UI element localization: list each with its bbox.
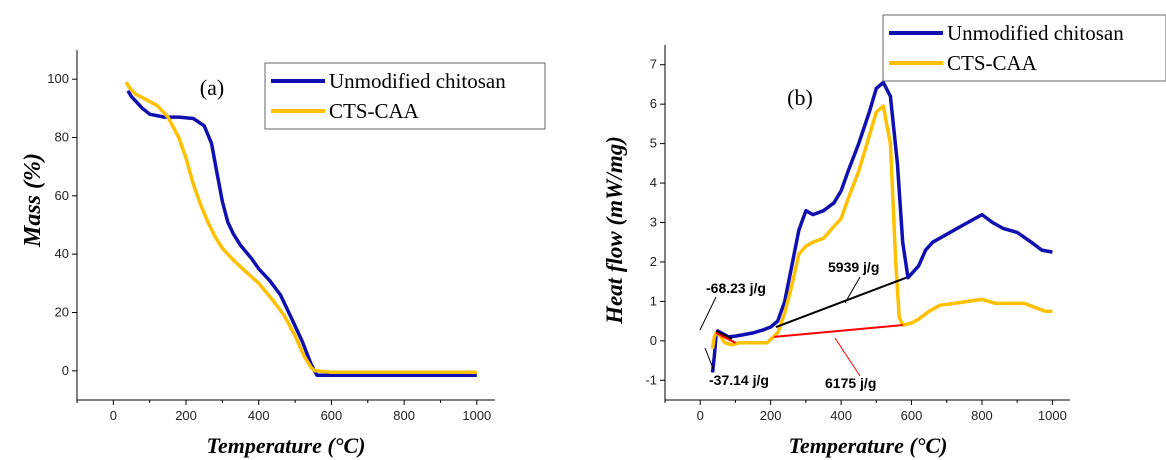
- legend-box: [264, 62, 546, 130]
- legend-label: CTS-CAA: [329, 99, 420, 123]
- y-tick-label: 4: [650, 175, 657, 190]
- y-tick-label: 100: [47, 71, 69, 86]
- y-tick-label: 7: [650, 57, 657, 72]
- x-tick-label: 200: [760, 408, 782, 423]
- x-tick-label: 400: [830, 408, 852, 423]
- annotation-label: 6175 j/g: [825, 375, 876, 391]
- y-axis-title: Mass (%): [20, 153, 46, 248]
- x-axis-title: Temperature (°C): [207, 433, 366, 458]
- x-axis-title: Temperature (°C): [789, 433, 948, 458]
- series-line: [126, 89, 477, 377]
- annotation-pointer: [704, 347, 715, 372]
- panel-label: (b): [787, 85, 813, 110]
- integration-baseline: [715, 332, 736, 344]
- y-tick-label: -1: [645, 372, 657, 387]
- integration-baseline: [774, 324, 903, 338]
- annotation-label: -37.14 j/g: [709, 372, 769, 388]
- x-tick-label: 1000: [462, 408, 491, 423]
- panel-a: 0 200 400 600 800 1000 0 20 40 60 80 100 (a) Unmodifi…: [20, 50, 546, 458]
- annotation-pointer: [834, 337, 861, 377]
- series-line: [124, 81, 477, 375]
- integration-baseline: [775, 276, 907, 328]
- series-line: [710, 104, 1053, 349]
- y-tick-label: 40: [55, 246, 69, 261]
- annotation-label: -68.23 j/g: [706, 280, 766, 296]
- y-tick-label: 1: [650, 293, 657, 308]
- x-tick-label: 400: [248, 408, 270, 423]
- y-axis-title: Heat flow (mW/mg): [602, 136, 627, 325]
- legend-label: Unmodified chitosan: [947, 21, 1124, 45]
- integration-baseline: [715, 330, 733, 340]
- y-tick-label: 60: [55, 188, 69, 203]
- x-tick-label: 600: [901, 408, 923, 423]
- y-tick-label: 0: [62, 363, 69, 378]
- x-tick-label: 800: [971, 408, 993, 423]
- x-tick-label: 0: [697, 408, 704, 423]
- x-tick-label: 1000: [1038, 408, 1067, 423]
- y-tick-label: 5: [650, 136, 657, 151]
- x-tick-label: 0: [110, 408, 117, 423]
- panel-b: 0 200 400 600 800 1000 -1 0 1 2 3 4 5 6 7 -68.23 j/g 593…: [602, 14, 1166, 458]
- y-tick-label: 6: [650, 96, 657, 111]
- legend-label: CTS-CAA: [947, 51, 1038, 75]
- x-tick-label: 200: [175, 408, 197, 423]
- y-tick-label: 0: [650, 333, 657, 348]
- annotation-pointer: [699, 296, 717, 331]
- annotation-label: 5939 j/g: [828, 259, 879, 275]
- annotation-pointer: [844, 276, 861, 304]
- series-line: [710, 80, 1053, 373]
- y-tick-label: 20: [55, 305, 69, 320]
- y-tick-label: 2: [650, 254, 657, 269]
- x-tick-label: 800: [393, 408, 415, 423]
- y-tick-label: 3: [650, 215, 657, 230]
- y-tick-label: 80: [55, 130, 69, 145]
- legend-box: [882, 14, 1166, 82]
- panel-label: (a): [200, 75, 224, 100]
- legend-label: Unmodified chitosan: [329, 69, 506, 93]
- x-tick-label: 600: [321, 408, 343, 423]
